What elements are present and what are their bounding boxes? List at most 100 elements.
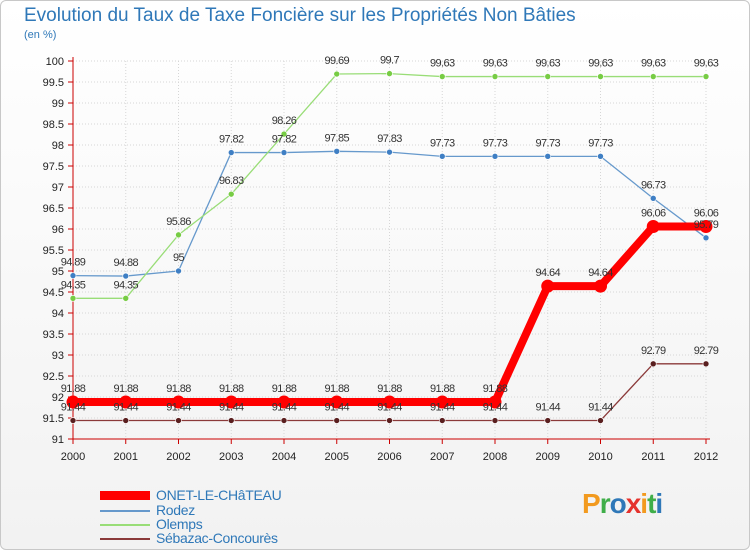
y-tick-label: 95: [52, 266, 64, 278]
data-point: [699, 219, 713, 233]
legend-item: Rodez: [100, 502, 360, 518]
data-label: 97.73: [483, 137, 508, 149]
data-label: 91.44: [430, 402, 455, 414]
data-point: [280, 149, 288, 156]
data-point: [175, 267, 182, 275]
y-tick-label: 93.5: [43, 329, 64, 341]
y-tick-label: 91.5: [43, 413, 64, 425]
x-tick-label: 2011: [641, 451, 665, 463]
data-label: 91.44: [113, 402, 138, 414]
data-point: [702, 73, 710, 80]
data-label: 95: [173, 252, 185, 264]
data-label: 95.79: [694, 219, 719, 231]
data-label: 94.89: [61, 257, 86, 269]
y-tick-label: 99: [52, 98, 64, 110]
data-point: [544, 153, 552, 160]
data-point: [333, 148, 341, 155]
logo-letter: o: [609, 488, 627, 519]
data-point: [280, 130, 288, 138]
data-point: [649, 360, 657, 368]
data-point: [383, 395, 396, 409]
y-tick-label: 98.5: [43, 119, 64, 131]
data-point: [386, 70, 393, 77]
data-point: [594, 279, 607, 293]
logo-letter: t: [647, 488, 656, 519]
series-line: [72, 150, 707, 277]
data-label: 91.88: [430, 383, 455, 395]
data-label: 91.44: [272, 402, 297, 414]
data-point: [491, 417, 499, 424]
data-label: 97.82: [219, 134, 244, 146]
data-point: [119, 395, 133, 409]
data-point: [69, 294, 77, 302]
legend-label: Rodez: [156, 502, 195, 518]
data-point: [488, 395, 502, 409]
data-label: 91.88: [113, 383, 138, 395]
data-point: [646, 219, 660, 233]
series-line: [73, 222, 706, 407]
axes: 91 91.5 92 92.5 93 93.5 94 94.5 95 95.5 96 96.5 97 97…: [43, 56, 719, 463]
legend-item: ONET-LE-CHâTEAU: [100, 487, 360, 503]
y-tick-label: 100: [46, 56, 64, 68]
legend-swatch: [100, 510, 150, 512]
x-tick-label: 2007: [430, 451, 454, 463]
data-label: 97.85: [324, 132, 349, 144]
data-point: [175, 417, 182, 424]
data-point: [491, 73, 499, 80]
series-layer: [66, 70, 713, 424]
data-label: 97.73: [588, 137, 613, 149]
data-label: 94.64: [535, 267, 560, 279]
data-label: 94.88: [113, 257, 138, 269]
data-label: 97.73: [430, 137, 455, 149]
chart-title: Evolution du Taux de Taxe Foncière sur l…: [24, 5, 576, 26]
proxiti-logo: Proxiti: [582, 488, 663, 520]
data-label: 94.35: [61, 279, 86, 291]
y-tick-label: 95.5: [43, 245, 64, 257]
x-tick-label: 2006: [377, 451, 401, 463]
data-point: [122, 417, 130, 424]
data-label: 91.44: [588, 402, 613, 414]
x-tick-label: 2008: [483, 451, 507, 463]
data-point: [386, 417, 393, 424]
y-tick-label: 96.5: [43, 203, 64, 215]
x-tick-label: 2009: [536, 451, 560, 463]
legend-swatch: [100, 491, 150, 500]
data-point: [649, 195, 657, 202]
data-label: 94.64: [588, 267, 613, 279]
y-tick-label: 98: [52, 140, 64, 152]
data-point: [69, 272, 77, 279]
data-label: 99.7: [380, 55, 399, 67]
data-label: 98.26: [272, 115, 297, 127]
data-labels: 91.88 91.88 91.88 91.88 91.88 91.88 91.88 91.88…: [61, 55, 720, 414]
data-label: 96.06: [641, 207, 666, 219]
y-tick-label: 94.5: [43, 287, 64, 299]
data-label: 91.88: [324, 383, 349, 395]
y-tick-label: 92.5: [43, 371, 64, 383]
data-label: 99.63: [430, 58, 455, 70]
data-label: 91.44: [324, 402, 349, 414]
data-label: 91.44: [483, 402, 508, 414]
data-label: 99.63: [535, 58, 560, 70]
data-label: 91.88: [483, 383, 508, 395]
legend-swatch: [100, 538, 150, 540]
data-label: 96.73: [641, 179, 666, 191]
data-label: 99.63: [694, 58, 719, 70]
data-label: 91.88: [219, 383, 244, 395]
data-label: 91.44: [219, 402, 244, 414]
data-point: [69, 417, 77, 424]
y-tick-label: 97: [52, 182, 64, 194]
data-label: 97.73: [535, 137, 560, 149]
data-point: [227, 190, 235, 198]
data-label: 91.44: [377, 402, 402, 414]
logo-letter: x: [625, 488, 642, 519]
data-label: 91.88: [272, 383, 297, 395]
data-point: [438, 153, 446, 160]
data-point: [227, 149, 235, 156]
data-point: [330, 395, 344, 409]
logo-letter: P: [582, 488, 601, 519]
data-point: [386, 148, 393, 156]
series-rodez: [69, 148, 710, 280]
legend-item: Olemps: [100, 516, 360, 532]
data-label: 97.83: [377, 133, 402, 145]
